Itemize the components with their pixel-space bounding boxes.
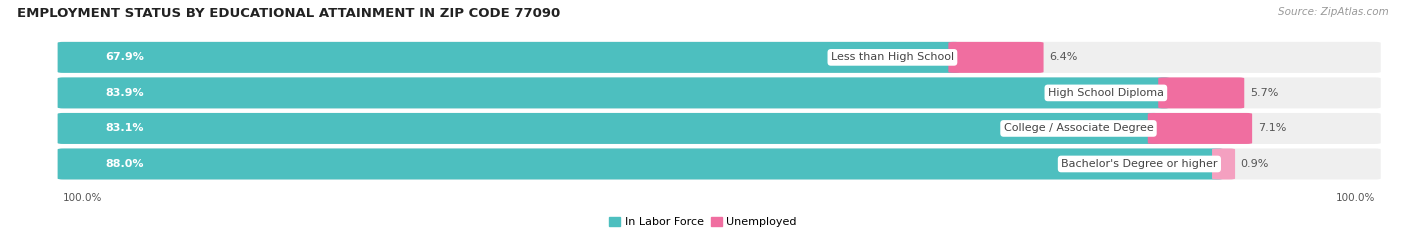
Text: College / Associate Degree: College / Associate Degree xyxy=(1004,123,1153,134)
FancyBboxPatch shape xyxy=(1159,77,1244,108)
Text: 7.1%: 7.1% xyxy=(1258,123,1286,134)
Text: Less than High School: Less than High School xyxy=(831,52,955,62)
Text: Bachelor's Degree or higher: Bachelor's Degree or higher xyxy=(1062,159,1218,169)
Text: 0.9%: 0.9% xyxy=(1240,159,1270,169)
Text: EMPLOYMENT STATUS BY EDUCATIONAL ATTAINMENT IN ZIP CODE 77090: EMPLOYMENT STATUS BY EDUCATIONAL ATTAINM… xyxy=(17,7,560,20)
Text: High School Diploma: High School Diploma xyxy=(1047,88,1164,98)
FancyBboxPatch shape xyxy=(1212,148,1234,179)
FancyBboxPatch shape xyxy=(58,77,1170,108)
FancyBboxPatch shape xyxy=(1147,113,1253,144)
Text: Source: ZipAtlas.com: Source: ZipAtlas.com xyxy=(1278,7,1389,17)
Text: 5.7%: 5.7% xyxy=(1250,88,1278,98)
Text: 100.0%: 100.0% xyxy=(1336,193,1375,203)
FancyBboxPatch shape xyxy=(58,42,960,73)
FancyBboxPatch shape xyxy=(58,113,1381,144)
FancyBboxPatch shape xyxy=(949,42,1043,73)
FancyBboxPatch shape xyxy=(58,77,1381,108)
Text: 6.4%: 6.4% xyxy=(1049,52,1077,62)
Text: 67.9%: 67.9% xyxy=(105,52,145,62)
FancyBboxPatch shape xyxy=(58,113,1159,144)
FancyBboxPatch shape xyxy=(58,42,1381,73)
Text: 83.1%: 83.1% xyxy=(105,123,143,134)
Legend: In Labor Force, Unemployed: In Labor Force, Unemployed xyxy=(609,217,797,227)
Text: 100.0%: 100.0% xyxy=(63,193,103,203)
FancyBboxPatch shape xyxy=(58,148,1381,179)
Text: 83.9%: 83.9% xyxy=(105,88,143,98)
Text: 88.0%: 88.0% xyxy=(105,159,143,169)
FancyBboxPatch shape xyxy=(58,148,1223,179)
